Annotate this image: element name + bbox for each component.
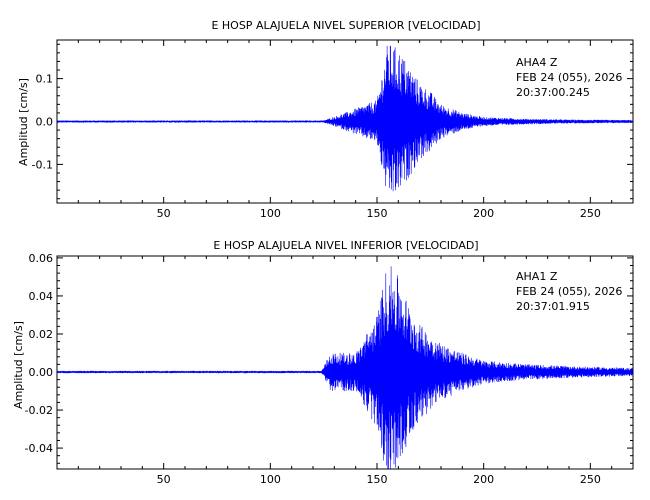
y-tick-label: 0.1 (36, 73, 54, 86)
y-tick-label: -0.04 (25, 442, 53, 455)
plot-frame (56, 39, 634, 204)
time-label: 20:37:00.245 (516, 86, 590, 99)
chart-panel-inferior: E HOSP ALAJUELA NIVEL INFERIOR [VELOCIDA… (12, 239, 634, 486)
x-tick-label: 150 (367, 207, 388, 220)
y-tick-label: -0.02 (25, 404, 53, 417)
y-tick-label: 0.0 (36, 116, 54, 129)
x-tick-label: 50 (157, 473, 171, 486)
x-tick-label: 250 (580, 473, 601, 486)
x-tick-label: 150 (367, 473, 388, 486)
x-tick-label: 100 (260, 473, 281, 486)
date-label: FEB 24 (055), 2026 (516, 71, 622, 84)
plot-frame (56, 255, 634, 470)
chart-title: E HOSP ALAJUELA NIVEL SUPERIOR [VELOCIDA… (211, 19, 480, 32)
date-label: FEB 24 (055), 2026 (516, 285, 622, 298)
y-tick-label: 0.06 (29, 252, 54, 265)
waveform-series (56, 266, 634, 470)
y-tick-label: 0.00 (29, 366, 54, 379)
chart-title: E HOSP ALAJUELA NIVEL INFERIOR [VELOCIDA… (213, 239, 478, 252)
x-tick-label: 100 (260, 207, 281, 220)
x-tick-label: 200 (473, 207, 494, 220)
station-label: AHA4 Z (516, 56, 558, 69)
x-tick-label: 200 (473, 473, 494, 486)
y-axis-label: Amplitud [cm/s] (17, 78, 30, 166)
axis-ticks: 50 100 150 200 250 -0.1 0.0 0.1 (32, 40, 633, 220)
time-label: 20:37:01.915 (516, 300, 590, 313)
x-tick-label: 250 (580, 207, 601, 220)
y-axis-label: Amplitud [cm/s] (12, 321, 25, 409)
waveform-series (56, 45, 634, 192)
chart-panel-superior: E HOSP ALAJUELA NIVEL SUPERIOR [VELOCIDA… (17, 19, 634, 220)
y-tick-label: 0.02 (29, 328, 54, 341)
station-label: AHA1 Z (516, 270, 558, 283)
y-tick-label: -0.1 (32, 158, 53, 171)
y-tick-label: 0.04 (29, 290, 54, 303)
x-tick-label: 50 (157, 207, 171, 220)
